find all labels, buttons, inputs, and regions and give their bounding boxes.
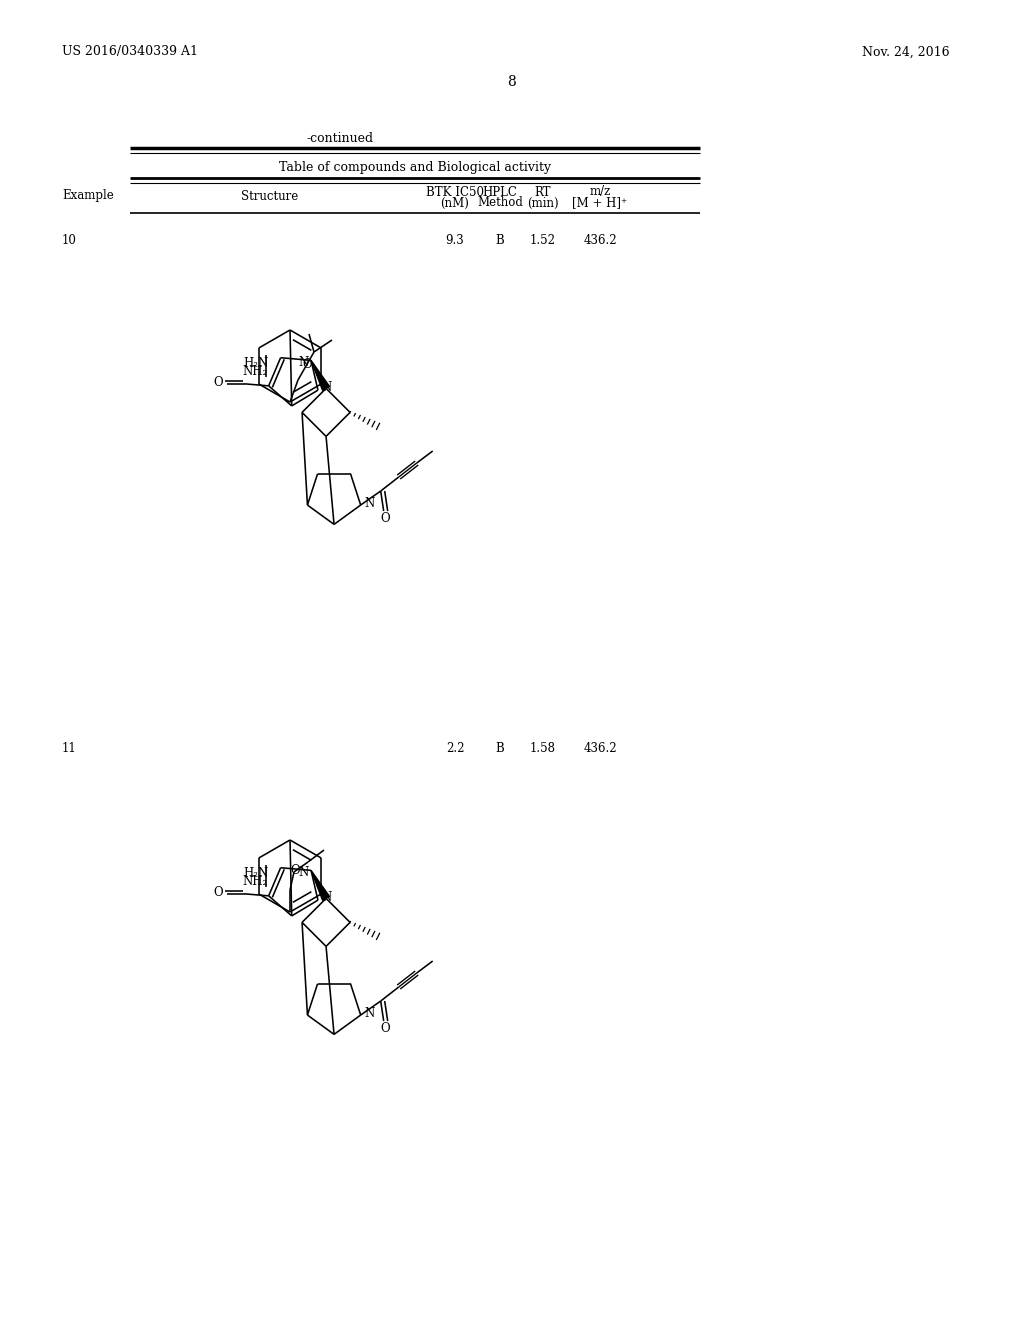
Text: Nov. 24, 2016: Nov. 24, 2016	[862, 45, 949, 58]
Text: O: O	[381, 1022, 390, 1035]
Text: 2.2: 2.2	[445, 742, 464, 755]
Text: N: N	[299, 866, 309, 879]
Text: BTK IC50: BTK IC50	[426, 186, 484, 198]
Text: 1.52: 1.52	[530, 234, 556, 247]
Text: [M + H]⁺: [M + H]⁺	[572, 197, 628, 210]
Text: Structure: Structure	[242, 190, 299, 202]
Text: US 2016/0340339 A1: US 2016/0340339 A1	[62, 45, 198, 58]
Text: 9.3: 9.3	[445, 234, 464, 247]
Polygon shape	[311, 360, 330, 391]
Text: (min): (min)	[527, 197, 559, 210]
Text: 8: 8	[508, 75, 516, 88]
Polygon shape	[311, 870, 330, 900]
Text: N: N	[299, 356, 309, 368]
Text: -continued: -continued	[306, 132, 374, 144]
Text: O: O	[214, 886, 223, 899]
Text: NH₂: NH₂	[242, 875, 267, 888]
Text: Method: Method	[477, 197, 523, 210]
Text: N: N	[365, 496, 375, 510]
Text: H₂N: H₂N	[244, 867, 268, 880]
Text: H₂N: H₂N	[244, 358, 268, 370]
Text: N: N	[321, 380, 331, 393]
Text: O: O	[214, 376, 223, 389]
Text: RT: RT	[535, 186, 551, 198]
Text: Table of compounds and Biological activity: Table of compounds and Biological activi…	[279, 161, 551, 174]
Text: NH₂: NH₂	[242, 366, 267, 379]
Text: 436.2: 436.2	[584, 742, 616, 755]
Text: N: N	[321, 891, 331, 904]
Text: 11: 11	[62, 742, 77, 755]
Text: B: B	[496, 234, 505, 247]
Text: 436.2: 436.2	[584, 234, 616, 247]
Text: m/z: m/z	[590, 186, 610, 198]
Text: B: B	[496, 742, 505, 755]
Text: HPLC: HPLC	[482, 186, 517, 198]
Text: 1.58: 1.58	[530, 742, 556, 755]
Text: O: O	[381, 512, 390, 524]
Text: (nM): (nM)	[440, 197, 469, 210]
Text: Example: Example	[62, 190, 114, 202]
Text: 10: 10	[62, 234, 77, 247]
Text: N: N	[365, 1007, 375, 1019]
Text: O: O	[302, 359, 312, 371]
Text: O: O	[290, 865, 300, 878]
